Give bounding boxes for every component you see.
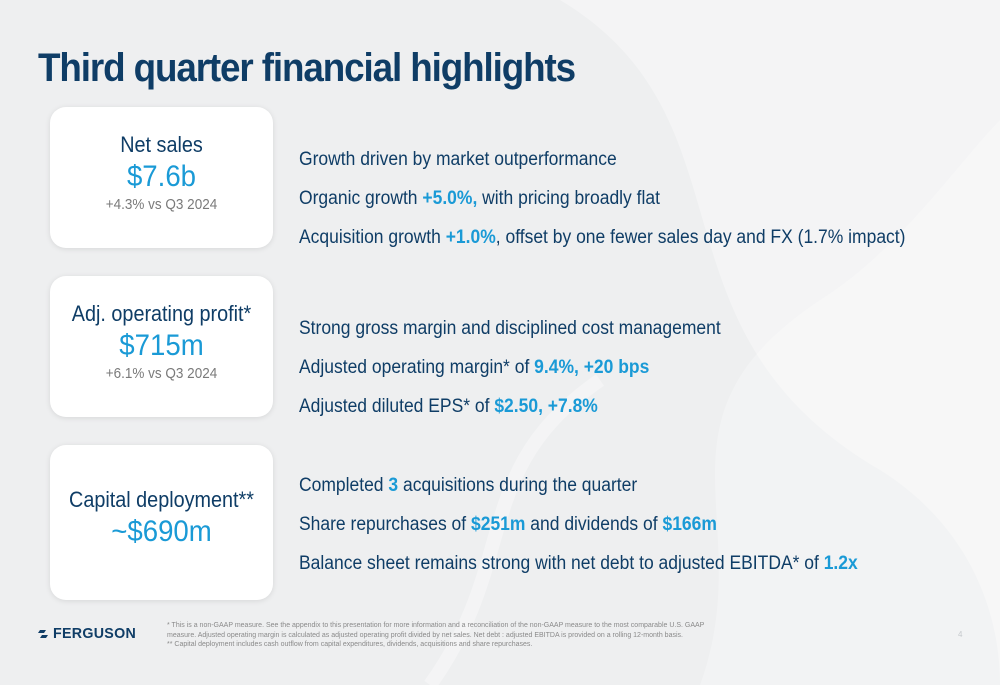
highlight-text: Acquisition growth bbox=[299, 227, 446, 248]
footnotes: * This is a non-GAAP measure. See the ap… bbox=[167, 621, 707, 650]
highlight-figure: 3 bbox=[388, 475, 399, 496]
highlight-text: Strong gross margin and disciplined cost… bbox=[299, 318, 721, 339]
highlight-text: , offset by one fewer sales day and FX (… bbox=[495, 227, 906, 248]
card-comparison: +4.3% vs Q3 2024 bbox=[105, 196, 218, 213]
highlight-figure: +1.0% bbox=[445, 227, 496, 248]
card-label: Adj. operating profit* bbox=[71, 301, 252, 326]
footnote-line: measure. Adjusted operating margin is ca… bbox=[167, 631, 683, 639]
highlight-text: and dividends of bbox=[525, 514, 663, 535]
highlight-figure: 9.4%, +20 bps bbox=[534, 357, 650, 378]
highlight-text: acquisitions during the quarter bbox=[398, 475, 638, 496]
card-value: ~$690m bbox=[111, 515, 212, 548]
highlight-figure: 1.2x bbox=[823, 553, 858, 574]
capital-deployment-highlights: Completed 3 acquisitions during the quar… bbox=[299, 474, 906, 591]
highlight-figure: $2.50, +7.8% bbox=[494, 396, 598, 417]
capital-deployment-card: Capital deployment** ~$690m bbox=[50, 445, 273, 600]
highlight-text: Adjusted operating margin* of bbox=[299, 357, 535, 378]
footnote-line: * This is a non-GAAP measure. See the ap… bbox=[167, 622, 705, 629]
highlight-text: Balance sheet remains strong with net de… bbox=[299, 553, 824, 574]
highlight-figure: +5.0%, bbox=[422, 188, 478, 209]
card-label: Net sales bbox=[120, 132, 203, 157]
highlight-line: Strong gross margin and disciplined cost… bbox=[299, 317, 721, 356]
highlight-figure: $166m bbox=[662, 514, 717, 535]
ferguson-logo-mark-icon bbox=[38, 629, 48, 638]
highlight-text: Organic growth bbox=[299, 188, 423, 209]
net-sales-card: Net sales $7.6b +4.3% vs Q3 2024 bbox=[50, 107, 273, 248]
highlight-line: Share repurchases of $251m and dividends… bbox=[299, 513, 858, 552]
highlight-line: Adjusted diluted EPS* of $2.50, +7.8% bbox=[299, 395, 721, 434]
highlight-text: Completed bbox=[299, 475, 389, 496]
highlight-line: Adjusted operating margin* of 9.4%, +20 … bbox=[299, 356, 721, 395]
highlight-figure: $251m bbox=[470, 514, 526, 535]
highlight-text: Share repurchases of bbox=[299, 514, 471, 535]
footnote-line: ** Capital deployment includes cash outf… bbox=[167, 641, 533, 648]
card-comparison: +6.1% vs Q3 2024 bbox=[105, 365, 218, 382]
page-number: 4 bbox=[958, 630, 963, 639]
card-label: Capital deployment** bbox=[69, 487, 254, 512]
net-sales-highlights: Growth driven by market outperformance Or… bbox=[299, 148, 958, 265]
card-value: $715m bbox=[119, 329, 204, 362]
card-value: $7.6b bbox=[126, 160, 197, 193]
operating-profit-highlights: Strong gross margin and disciplined cost… bbox=[299, 317, 757, 434]
highlight-line: Organic growth +5.0%, with pricing broad… bbox=[299, 187, 905, 226]
ferguson-logo: FERGUSON bbox=[38, 625, 140, 642]
page-title: Third quarter financial highlights bbox=[38, 46, 576, 90]
logo-text: FERGUSON bbox=[53, 625, 137, 642]
highlight-text: Adjusted diluted EPS* of bbox=[299, 396, 495, 417]
highlight-text: Growth driven by market outperformance bbox=[299, 149, 617, 170]
highlight-line: Balance sheet remains strong with net de… bbox=[299, 552, 858, 591]
highlight-text: with pricing broadly flat bbox=[477, 188, 660, 209]
highlight-line: Acquisition growth +1.0%, offset by one … bbox=[299, 226, 905, 265]
highlight-line: Completed 3 acquisitions during the quar… bbox=[299, 474, 858, 513]
highlight-line: Growth driven by market outperformance bbox=[299, 148, 905, 187]
adj-operating-profit-card: Adj. operating profit* $715m +6.1% vs Q3… bbox=[50, 276, 273, 417]
